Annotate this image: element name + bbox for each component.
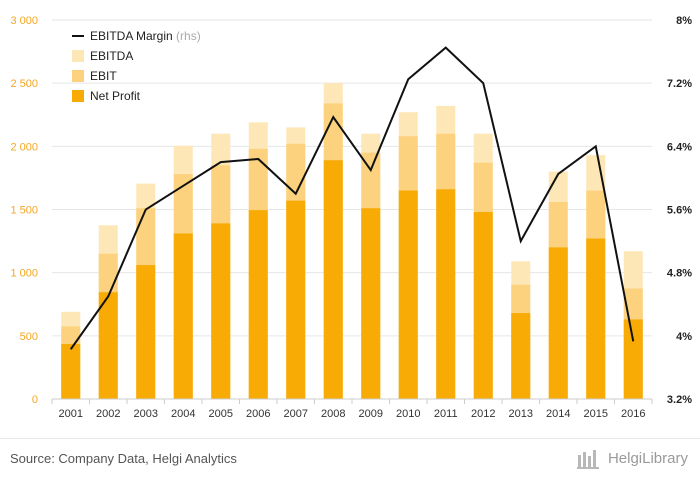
- x-tick-label: 2014: [546, 408, 570, 420]
- library-icon: [576, 447, 602, 469]
- x-tick-label: 2010: [396, 408, 420, 420]
- legend-box-swatch: [72, 90, 84, 102]
- y-left-tick-label: 500: [20, 331, 38, 343]
- y-right-tick-label: 6.4%: [667, 141, 692, 153]
- x-tick-label: 2003: [134, 408, 158, 420]
- legend-box-swatch: [72, 50, 84, 62]
- source-text: Source: Company Data, Helgi Analytics: [10, 451, 237, 466]
- x-tick-label: 2006: [246, 408, 270, 420]
- bar-net-profit: [136, 265, 155, 399]
- y-right-tick-label: 5.6%: [667, 205, 692, 217]
- x-tick-label: 2007: [284, 408, 308, 420]
- y-left-tick-label: 3 000: [10, 15, 38, 27]
- y-right-tick-label: 4%: [676, 331, 692, 343]
- bar-net-profit: [399, 191, 418, 399]
- legend-item: EBIT: [72, 69, 117, 83]
- x-tick-label: 2009: [359, 408, 383, 420]
- brand-name: HelgiLibrary: [608, 450, 688, 467]
- bar-net-profit: [249, 210, 268, 399]
- footer: Source: Company Data, Helgi Analytics He…: [0, 438, 700, 484]
- x-tick-label: 2001: [59, 408, 83, 420]
- bars: [61, 83, 643, 399]
- chart: 0 500 1 000 1 500 2 000 2 500 3 000 3.2% 4% 4.8%…: [0, 0, 700, 430]
- x-tick-label: 2004: [171, 408, 195, 420]
- y-right-tick-label: 7.2%: [667, 78, 692, 90]
- y-left-tick-label: 2 000: [10, 141, 38, 153]
- x-tick-label: 2015: [584, 408, 608, 420]
- x-tick-label: 2008: [321, 408, 345, 420]
- x-tick-label: 2005: [209, 408, 233, 420]
- x-tick-label: 2016: [621, 408, 645, 420]
- bar-net-profit: [99, 292, 118, 399]
- legend-item: EBITDA: [72, 49, 133, 63]
- bar-net-profit: [324, 160, 343, 399]
- x-tick-label: 2011: [434, 408, 458, 420]
- legend-item: Net Profit: [72, 89, 141, 103]
- bar-net-profit: [511, 313, 530, 399]
- legend-label: EBITDA: [90, 49, 133, 63]
- bar-net-profit: [61, 344, 80, 399]
- legend-suffix: (rhs): [173, 29, 201, 43]
- legend-box-swatch: [72, 70, 84, 82]
- bar-net-profit: [474, 212, 493, 399]
- bar-net-profit: [174, 234, 193, 399]
- bar-net-profit: [549, 247, 568, 399]
- bar-net-profit: [211, 223, 230, 399]
- y-axis-right: 3.2% 4% 4.8% 5.6% 6.4% 7.2% 8%: [667, 15, 692, 406]
- y-left-tick-label: 0: [32, 394, 38, 406]
- bar-net-profit: [586, 239, 605, 399]
- legend-label: EBITDA Margin (rhs): [90, 29, 201, 43]
- x-axis: 2001 2002 2003 2004 2005 2006 2007 2008 2009 2010…: [52, 399, 652, 420]
- legend-label: Net Profit: [90, 89, 141, 103]
- y-left-tick-label: 2 500: [10, 78, 38, 90]
- y-axis-left: 0 500 1 000 1 500 2 000 2 500 3 000: [10, 15, 38, 406]
- y-right-tick-label: 4.8%: [667, 268, 692, 280]
- y-left-tick-label: 1 500: [10, 205, 38, 217]
- brand-logo: HelgiLibrary: [576, 447, 688, 469]
- bar-net-profit: [286, 201, 305, 399]
- x-tick-label: 2012: [471, 408, 495, 420]
- bar-net-profit: [361, 208, 380, 399]
- x-tick-label: 2002: [96, 408, 120, 420]
- legend-label: EBIT: [90, 69, 117, 83]
- y-left-tick-label: 1 000: [10, 268, 38, 280]
- x-tick-label: 2013: [509, 408, 533, 420]
- y-right-tick-label: 3.2%: [667, 394, 692, 406]
- legend-item: EBITDA Margin (rhs): [72, 29, 201, 43]
- bar-net-profit: [436, 189, 455, 399]
- legend: EBITDA Margin (rhs) EBITDA EBIT Net Profit: [72, 29, 201, 103]
- bar-net-profit: [624, 319, 643, 399]
- y-right-tick-label: 8%: [676, 15, 692, 27]
